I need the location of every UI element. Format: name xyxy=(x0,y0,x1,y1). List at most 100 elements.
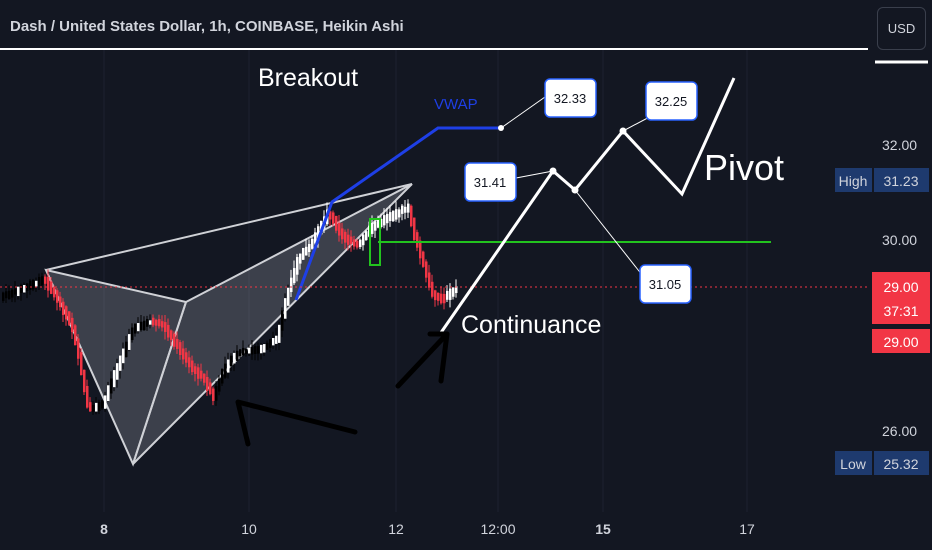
candle-body xyxy=(314,232,317,244)
candle-body xyxy=(173,333,176,347)
candle-body xyxy=(356,240,359,248)
box-connector-3141 xyxy=(515,170,554,179)
candle-body xyxy=(56,290,59,303)
candle-body xyxy=(455,286,458,294)
candle-body xyxy=(146,319,149,327)
candle-body xyxy=(176,338,179,349)
continuance-label: Continuance xyxy=(461,311,601,339)
candle-body xyxy=(428,272,431,288)
svg-text:Low: Low xyxy=(840,456,867,472)
candle-body xyxy=(137,323,140,332)
candle-body xyxy=(317,226,320,241)
candle-body xyxy=(275,335,278,344)
candle-body xyxy=(437,292,440,301)
candle-body xyxy=(251,347,254,355)
candle-body xyxy=(311,238,314,249)
candle-body xyxy=(440,293,443,304)
candle-body xyxy=(329,211,332,220)
box-connector-3105 xyxy=(574,189,651,286)
candle-body xyxy=(71,317,74,333)
candle-body xyxy=(155,319,158,326)
candle-body xyxy=(410,205,413,227)
candle-body xyxy=(122,348,125,364)
svg-text:32.33: 32.33 xyxy=(554,91,587,106)
y-tick-label: 30.00 xyxy=(882,232,917,248)
candle-body xyxy=(134,323,137,334)
candle-body xyxy=(29,280,32,290)
candle-body xyxy=(179,342,182,356)
candle-body xyxy=(113,370,116,388)
candle-body xyxy=(2,292,5,301)
candle-body xyxy=(347,234,350,245)
candle-body xyxy=(107,385,110,402)
candle-body xyxy=(374,221,377,231)
candle-body xyxy=(206,376,209,391)
callout-3225: 32.25 xyxy=(645,81,698,121)
candle-body xyxy=(86,385,89,408)
candle-body xyxy=(401,205,404,214)
candle-body xyxy=(296,257,299,275)
candle-body xyxy=(50,281,53,294)
candle-body xyxy=(200,370,203,379)
candle-body xyxy=(419,240,422,259)
candle-body xyxy=(8,290,11,300)
candle-body xyxy=(446,290,449,300)
candle-body xyxy=(77,338,80,359)
candle-body xyxy=(263,344,266,353)
x-tick-label: 15 xyxy=(595,521,611,537)
candle-body xyxy=(404,206,407,213)
candle-body xyxy=(152,317,155,326)
x-tick-label: 12:00 xyxy=(480,521,515,537)
candle-body xyxy=(233,352,236,364)
vwap-line xyxy=(294,126,500,301)
candle-body xyxy=(299,253,302,264)
candle-body xyxy=(170,330,173,340)
currency-button[interactable]: USD xyxy=(877,7,926,50)
callout-3141: 31.41 xyxy=(464,162,517,202)
svg-text:High: High xyxy=(839,173,868,189)
candle-body xyxy=(434,290,437,301)
low-badge: Low 25.32 xyxy=(835,451,929,475)
candle-body xyxy=(26,283,29,291)
candle-body xyxy=(290,277,293,293)
candle-body xyxy=(47,276,50,291)
candle-body xyxy=(386,213,389,224)
candle-body xyxy=(41,276,44,286)
vwap-box-connector xyxy=(500,96,546,129)
chart-title: Dash / United States Dollar, 1h, COINBAS… xyxy=(10,18,404,35)
svg-text:29.00: 29.00 xyxy=(883,334,918,350)
candle-body xyxy=(110,378,113,394)
candle-body xyxy=(269,339,272,348)
candle-body xyxy=(167,324,170,338)
candle-body xyxy=(254,346,257,354)
candle-body xyxy=(23,284,26,293)
candle-body xyxy=(185,352,188,363)
candle-body xyxy=(335,215,338,231)
candle-body xyxy=(245,348,248,354)
candle-body xyxy=(284,298,287,319)
candle-body xyxy=(11,289,14,298)
candle-body xyxy=(257,346,260,354)
candle-body xyxy=(38,277,41,287)
candle-body xyxy=(272,338,275,346)
x-axis: 8 10 12 12:00 15 17 xyxy=(100,521,755,537)
x-tick-label: 10 xyxy=(241,521,257,537)
candle-body xyxy=(143,320,146,331)
svg-text:31.05: 31.05 xyxy=(649,277,682,292)
candle-body xyxy=(305,246,308,256)
candle-body xyxy=(212,388,215,401)
x-tick-label: 8 xyxy=(100,521,108,537)
candle-body xyxy=(140,321,143,331)
candle-body xyxy=(65,306,68,320)
candle-body xyxy=(443,293,446,304)
price-badge-secondary: 29.00 xyxy=(872,329,930,353)
candle-body xyxy=(83,369,86,393)
candle-body xyxy=(416,232,419,248)
candle-body xyxy=(383,215,386,226)
candle-body xyxy=(341,228,344,240)
candle-body xyxy=(209,382,212,395)
last-price-badge: 29.00 37:31 xyxy=(872,272,930,324)
candle-body xyxy=(431,281,434,297)
candle-body xyxy=(131,327,134,341)
